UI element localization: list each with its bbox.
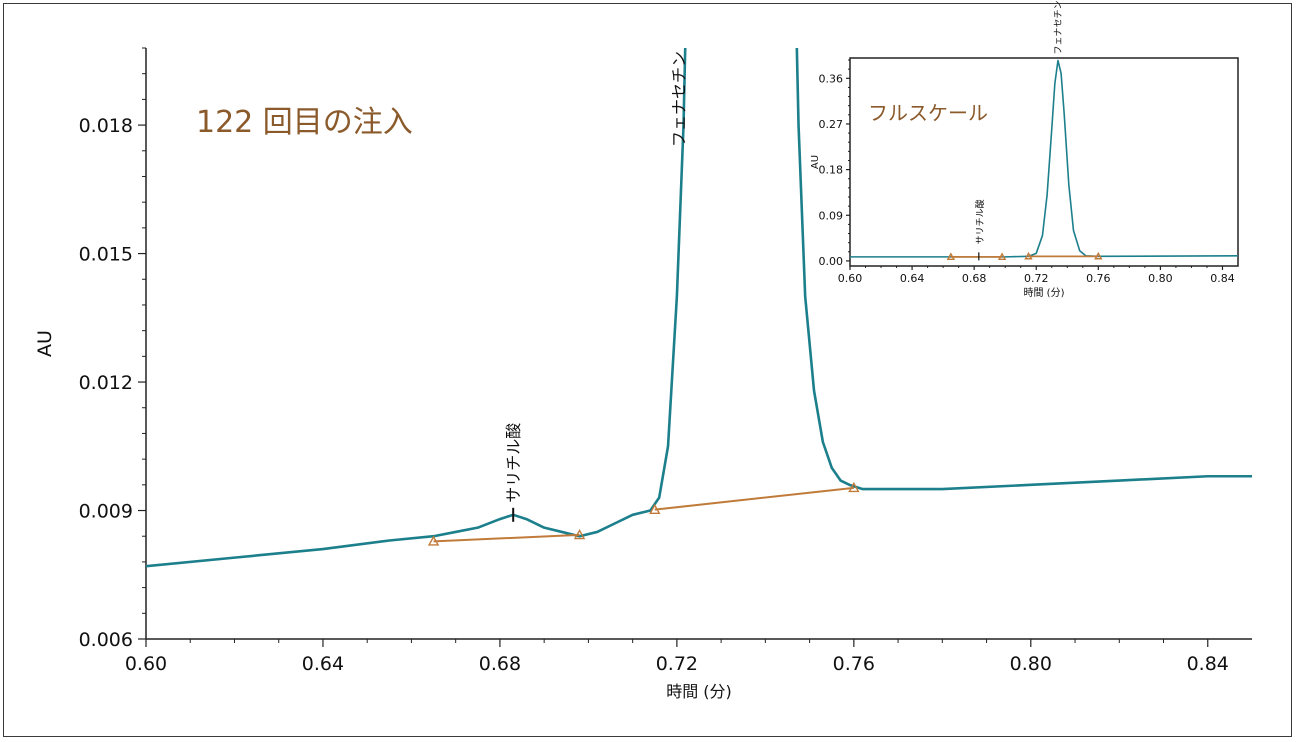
x-axis-title: 時間 (分): [1024, 287, 1065, 299]
inset-plot-box: [849, 57, 1239, 267]
peak-label: フェナセチン: [670, 51, 689, 147]
peak-label: サリチル酸: [975, 199, 986, 244]
y-tick-label: 0.018: [79, 115, 133, 137]
integration-baseline: [433, 533, 580, 543]
baseline-marker: [1024, 251, 1033, 260]
y-tick-label: 0.18: [819, 164, 844, 177]
y-tick-label: 0.36: [819, 72, 844, 85]
x-axis-title: 時間 (分): [666, 682, 732, 701]
x-tick-label: 0.72: [1024, 272, 1049, 285]
y-tick-label: 0.09: [819, 209, 844, 222]
x-tick-label: 0.76: [833, 653, 875, 675]
inset-chart: 0.60 0.64 0.68 0.72 0.76 0.80 0.84 0.00 0.09 0.18…: [810, 1, 1244, 302]
baseline-marker: [946, 252, 956, 260]
x-tick-label: 0.72: [656, 653, 698, 675]
peak-label: フェナセチン: [1053, 1, 1064, 55]
y-axis-title: AU: [810, 155, 821, 169]
integration-baseline: [654, 486, 854, 511]
y-axis-title: AU: [34, 330, 56, 357]
chart-annotation: フルスケール: [868, 101, 988, 125]
x-tick-label: 0.84: [1210, 272, 1235, 285]
chromatogram-trace: [146, 48, 1252, 568]
baseline-marker: [649, 503, 661, 514]
x-tick-label: 0.60: [125, 653, 167, 675]
y-tick-label: 0.009: [79, 501, 133, 523]
x-tick-label: 0.64: [302, 653, 344, 675]
baseline-marker: [573, 528, 586, 540]
main-chart: 0.60 0.64 0.68 0.72 0.76 0.80 0.84 0.006 0.009 0.…: [34, 47, 1252, 701]
x-tick-label: 0.60: [838, 272, 863, 285]
chart-annotation: 122 回目の注入: [196, 105, 413, 140]
chromatogram-trace: [850, 59, 1238, 258]
baseline-marker: [427, 535, 440, 546]
y-tick-label: 0.012: [79, 372, 133, 394]
y-tick-label: 0.00: [819, 255, 844, 268]
x-tick-label: 0.80: [1148, 272, 1173, 285]
x-tick-label: 0.64: [900, 272, 925, 285]
x-tick-label: 0.80: [1010, 653, 1052, 675]
baseline-marker: [1094, 251, 1103, 260]
peak-label: サリチル酸: [504, 423, 523, 503]
baseline-marker: [848, 481, 860, 493]
y-tick-label: 0.015: [79, 244, 133, 266]
x-tick-label: 0.68: [962, 272, 987, 285]
x-tick-label: 0.84: [1187, 653, 1229, 675]
y-tick-label: 0.27: [819, 118, 844, 131]
baseline-marker: [997, 252, 1007, 260]
x-tick-label: 0.76: [1086, 272, 1111, 285]
y-tick-label: 0.006: [79, 629, 133, 651]
x-tick-label: 0.68: [479, 653, 521, 675]
